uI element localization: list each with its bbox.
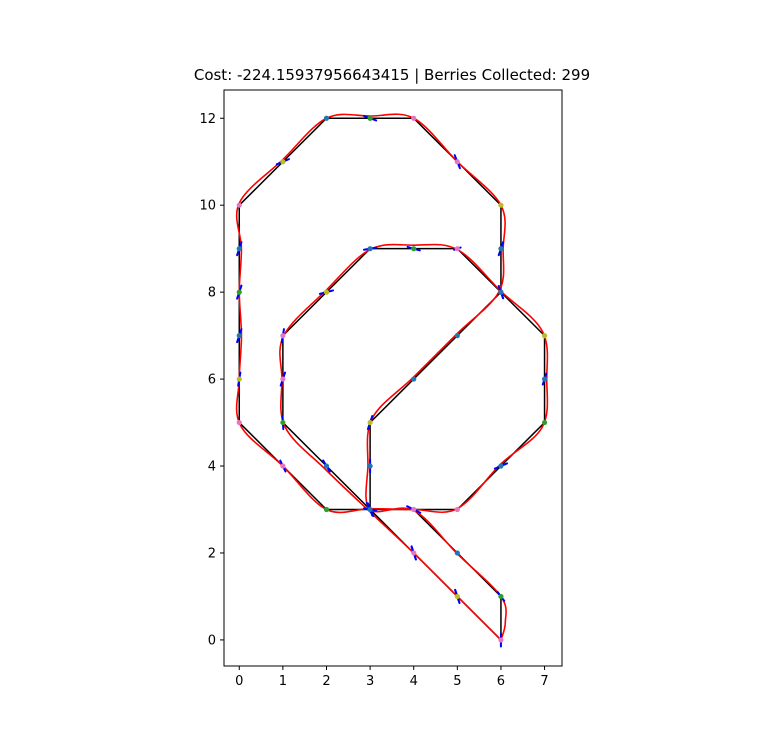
waypoint [323,289,330,295]
waypoint [454,333,460,339]
waypoint [498,202,504,208]
waypoint [236,289,242,295]
waypoint [236,202,242,208]
waypoint [367,463,373,469]
waypoint [280,333,286,339]
waypoint [367,246,373,252]
waypoint [411,550,417,556]
waypoint [498,637,504,643]
waypoint [541,376,548,382]
x-tick-label: 7 [540,674,548,689]
waypoint [541,419,548,426]
waypoint [454,550,460,556]
waypoint [280,376,286,382]
y-tick-label: 2 [208,546,216,561]
waypoint-layer [236,115,548,643]
y-tick-label: 12 [199,112,216,127]
smooth-path-layer [235,113,549,641]
waypoint [367,506,373,513]
y-tick-label: 8 [208,286,216,301]
waypoint [323,115,330,121]
waypoint [280,419,286,426]
waypoint [323,463,330,469]
waypoint [498,246,504,252]
waypoint [236,333,242,339]
x-tick-label: 5 [453,674,461,689]
waypoint [498,463,504,469]
x-tick-label: 1 [279,674,287,689]
waypoint [454,246,460,252]
waypoint [454,506,460,513]
y-tick-label: 0 [208,633,216,648]
waypoint [236,419,242,426]
x-tick-label: 0 [235,674,243,689]
waypoint [367,115,373,121]
y-tick-label: 6 [208,373,216,388]
waypoint [454,593,460,600]
axes-frame [223,89,563,667]
waypoint [236,246,242,252]
x-tick-label: 6 [497,674,505,689]
y-tick-label: 10 [199,199,216,214]
waypoint [411,506,417,513]
x-tick-label: 3 [366,674,374,689]
waypoint [323,506,330,513]
waypoint [498,289,504,295]
waypoint [498,593,504,600]
chart-title: Cost: -224.15937956643415 | Berries Coll… [194,66,590,84]
smooth-path-line [235,113,549,641]
waypoint [411,115,417,121]
waypoint [280,463,286,469]
waypoint [236,376,242,382]
y-tick-label: 4 [208,460,216,475]
x-tick-label: 4 [410,674,418,689]
waypoint [454,159,460,165]
waypoint [411,376,417,382]
waypoint [411,246,417,252]
waypoint [367,419,373,426]
waypoint [280,159,286,165]
x-tick-label: 2 [322,674,330,689]
waypoint [541,333,548,339]
